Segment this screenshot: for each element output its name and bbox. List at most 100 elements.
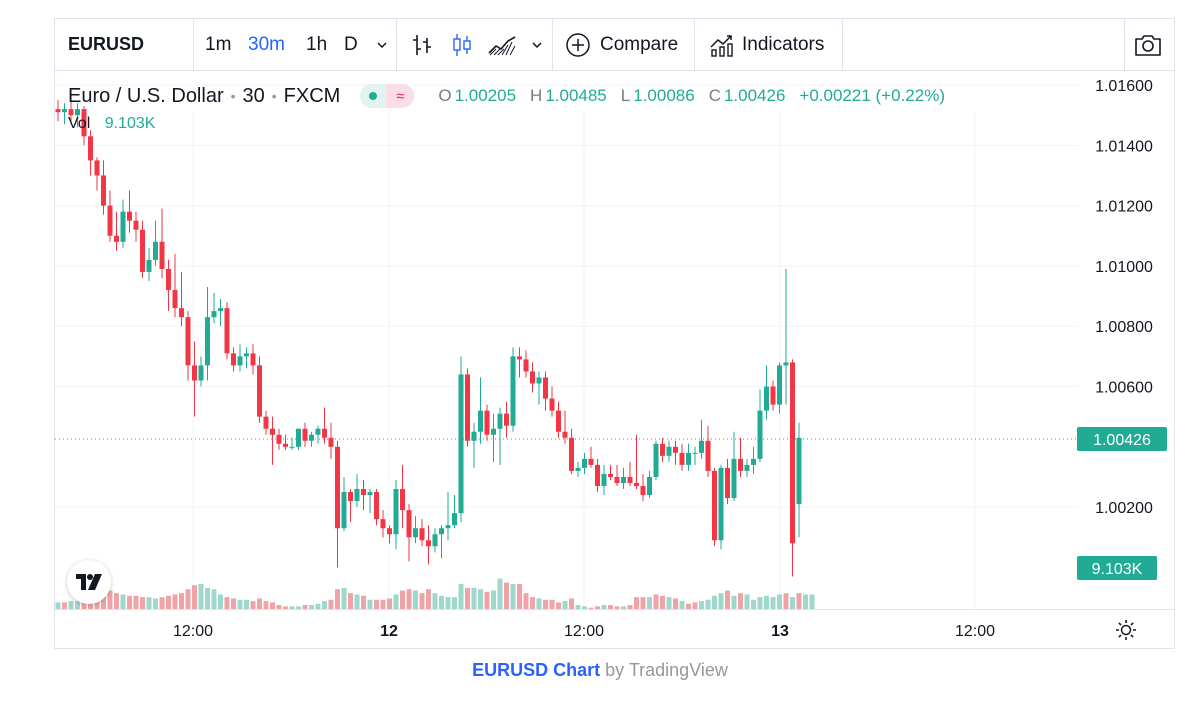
- candle-body: [354, 489, 360, 502]
- volume-bar: [94, 597, 100, 609]
- volume-bar: [400, 590, 405, 609]
- candle: [406, 504, 412, 562]
- volume-bar: [712, 595, 717, 609]
- volume-bar: [263, 601, 269, 609]
- y-tick-label: 1.00600: [1095, 380, 1153, 397]
- compare-button[interactable]: Compare: [565, 19, 678, 70]
- candle: [101, 160, 106, 215]
- candle: [601, 464, 607, 496]
- exchange-label: FXCM: [283, 84, 341, 107]
- volume-bar: [179, 593, 184, 609]
- candle-body: [205, 317, 210, 366]
- candle: [718, 464, 724, 550]
- interval-1h-button[interactable]: 1h: [306, 33, 328, 55]
- candle: [575, 461, 581, 477]
- candle-body: [55, 109, 61, 113]
- candle: [400, 464, 405, 529]
- chevron-down-icon: [532, 41, 542, 48]
- volume-bar: [172, 594, 178, 609]
- candle: [770, 380, 776, 411]
- candle-body: [322, 428, 327, 438]
- volume-bar: [510, 583, 516, 609]
- candle-body: [536, 377, 542, 384]
- volume-bar: [653, 594, 659, 609]
- volume-bar: [471, 587, 477, 609]
- volume-bar: [276, 605, 282, 609]
- volume-bar: [439, 595, 444, 609]
- chart-type-dropdown-button[interactable]: [530, 19, 544, 70]
- candle: [757, 389, 763, 462]
- candle: [283, 434, 288, 450]
- volume-label: Vol: [68, 115, 91, 132]
- candle-body: [192, 365, 197, 381]
- price-chart[interactable]: 1.01600 1.01400 1.01200 1.01000 1.00800 1.006…: [55, 19, 1174, 648]
- indicators-button[interactable]: Indicators: [709, 19, 824, 70]
- chevron-down-icon: [377, 41, 387, 48]
- volume-bar: [211, 589, 217, 609]
- candle-body: [783, 362, 789, 366]
- candle-body: [159, 241, 165, 269]
- candle: [517, 347, 522, 378]
- candle-body: [614, 476, 620, 483]
- candle: [556, 401, 561, 438]
- volume-bar: [543, 599, 548, 609]
- candle: [614, 464, 620, 487]
- bar-style-button[interactable]: [409, 19, 435, 70]
- volume-bar: [497, 578, 503, 609]
- volume-bar: [738, 593, 743, 609]
- area-style-button[interactable]: [487, 19, 517, 70]
- interval-dropdown-button[interactable]: [375, 19, 389, 70]
- camera-icon: [1135, 34, 1161, 56]
- volume-bar: [361, 595, 366, 609]
- candle-body: [458, 374, 464, 514]
- candle: [673, 440, 678, 465]
- volume-bar: [725, 590, 730, 609]
- volume-bar: [686, 603, 691, 609]
- candle: [289, 437, 295, 450]
- tradingview-logo-button[interactable]: [67, 560, 111, 604]
- plus-circle-icon: [566, 32, 590, 57]
- candle-body: [504, 413, 509, 426]
- candle: [94, 157, 100, 191]
- volume-bar: [348, 593, 353, 609]
- candle: [146, 247, 152, 281]
- screenshot-button[interactable]: [1133, 19, 1163, 70]
- candle: [627, 461, 633, 487]
- volume-bar: [796, 593, 802, 609]
- candle-body: [218, 308, 223, 312]
- candle-body: [445, 525, 451, 529]
- volume-bar: [666, 597, 672, 609]
- candle: [361, 479, 366, 511]
- chart-link[interactable]: EURUSD Chart: [472, 660, 601, 680]
- volume-bar: [335, 589, 340, 609]
- symbol-search-button[interactable]: EURUSD: [68, 34, 145, 54]
- interval-30m-button[interactable]: 30m: [248, 33, 285, 55]
- volume-bar: [302, 605, 308, 609]
- volume-bar: [718, 593, 724, 609]
- interval-d-button[interactable]: D: [344, 33, 358, 55]
- candle-body: [491, 428, 496, 435]
- volume-bar: [380, 599, 386, 609]
- candle-body: [530, 371, 535, 384]
- candle-body: [471, 431, 477, 441]
- settings-button[interactable]: [1115, 619, 1137, 646]
- volume-bar: [549, 599, 555, 609]
- volume-bar: [562, 601, 568, 609]
- market-status-badge[interactable]: ≈: [360, 84, 415, 108]
- volume-bar: [478, 589, 483, 609]
- volume-bar: [114, 593, 119, 609]
- volume-bar: [783, 593, 789, 609]
- candle-style-button[interactable]: [449, 19, 475, 70]
- candle: [62, 103, 67, 125]
- candle-body: [712, 470, 717, 541]
- compare-label: Compare: [600, 33, 679, 55]
- interval-1m-button[interactable]: 1m: [205, 33, 232, 55]
- volume-bar: [517, 583, 522, 609]
- candle-body: [419, 528, 425, 541]
- candle: [257, 356, 262, 423]
- candle: [237, 344, 243, 372]
- candle-body: [699, 440, 704, 453]
- toolbar-divider: [694, 19, 695, 70]
- volume-bar: [250, 601, 256, 609]
- candle: [783, 268, 789, 405]
